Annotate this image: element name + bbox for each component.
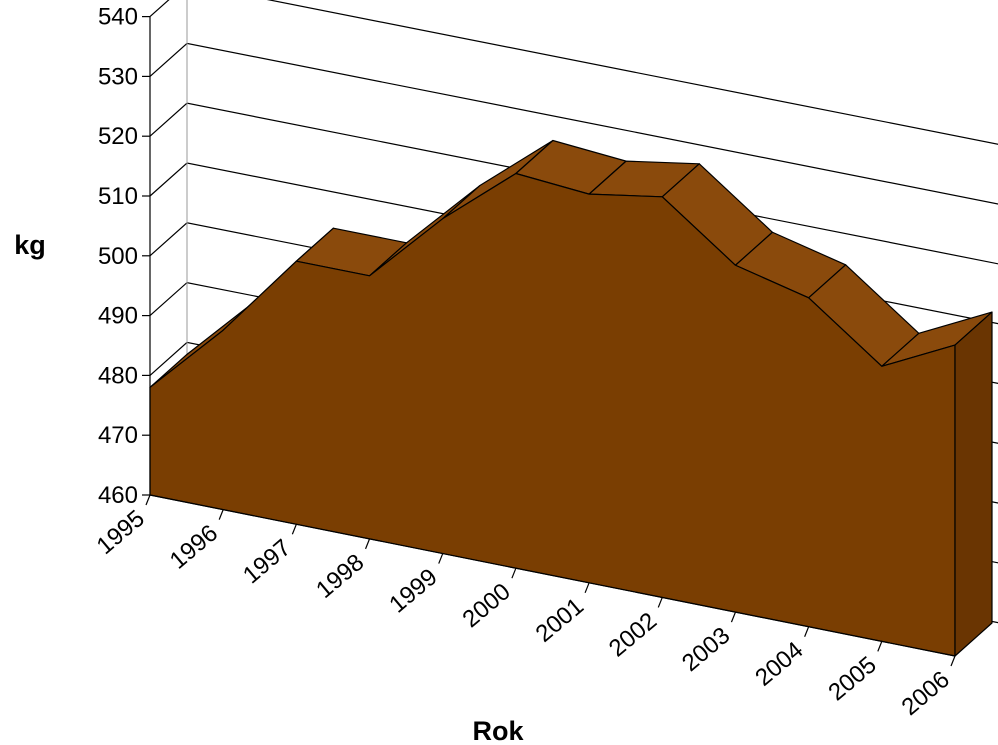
x-tick-mark xyxy=(364,538,371,550)
x-tick-mark xyxy=(218,509,224,520)
x-tick-label: 2006 xyxy=(897,666,955,721)
y-tick-label: 480 xyxy=(98,362,138,389)
y-tick-label: 520 xyxy=(98,123,138,150)
x-tick-mark xyxy=(804,626,810,637)
y-tick-label: 540 xyxy=(98,4,138,31)
x-tick-mark xyxy=(291,524,297,535)
x-tick-mark xyxy=(730,611,737,623)
y-tick-label: 470 xyxy=(98,422,138,449)
y-axis: 460 470 480 490 500 510 520 530 540 xyxy=(98,4,151,509)
x-tick-mark xyxy=(511,567,517,579)
x-tick-mark xyxy=(950,655,956,667)
x-tick-label: 1995 xyxy=(92,505,150,560)
x-tick-mark xyxy=(584,582,590,594)
x-tick-label: 2002 xyxy=(604,607,662,662)
x-tick-mark xyxy=(438,553,444,564)
area-series xyxy=(149,139,993,657)
x-tick-label: 2005 xyxy=(823,651,881,706)
x-tick-label: 1997 xyxy=(238,534,296,589)
x-tick-label: 1999 xyxy=(384,563,442,618)
x-tick-label: 2004 xyxy=(750,637,808,692)
y-tick-label: 510 xyxy=(98,183,138,210)
x-tick-label: 2000 xyxy=(458,578,516,633)
x-axis-line xyxy=(149,494,956,657)
x-tick-mark xyxy=(657,597,663,608)
y-axis-title: kg xyxy=(14,230,46,260)
x-tick-label: 1996 xyxy=(165,520,223,575)
x-tick-mark xyxy=(145,494,151,506)
area-right-face xyxy=(954,311,993,657)
y-tick-label: 460 xyxy=(98,482,138,509)
x-axis-title: Rok xyxy=(472,716,524,745)
x-tick-mark xyxy=(877,641,883,652)
x-tick-label: 2003 xyxy=(677,622,735,677)
y-tick-label: 490 xyxy=(98,303,138,330)
y-tick-label: 500 xyxy=(98,243,138,270)
x-tick-label: 2001 xyxy=(531,593,589,648)
x-tick-label: 1998 xyxy=(311,549,369,604)
area-front-face xyxy=(149,172,956,657)
gridline xyxy=(149,0,998,145)
y-tick-label: 530 xyxy=(98,63,138,90)
